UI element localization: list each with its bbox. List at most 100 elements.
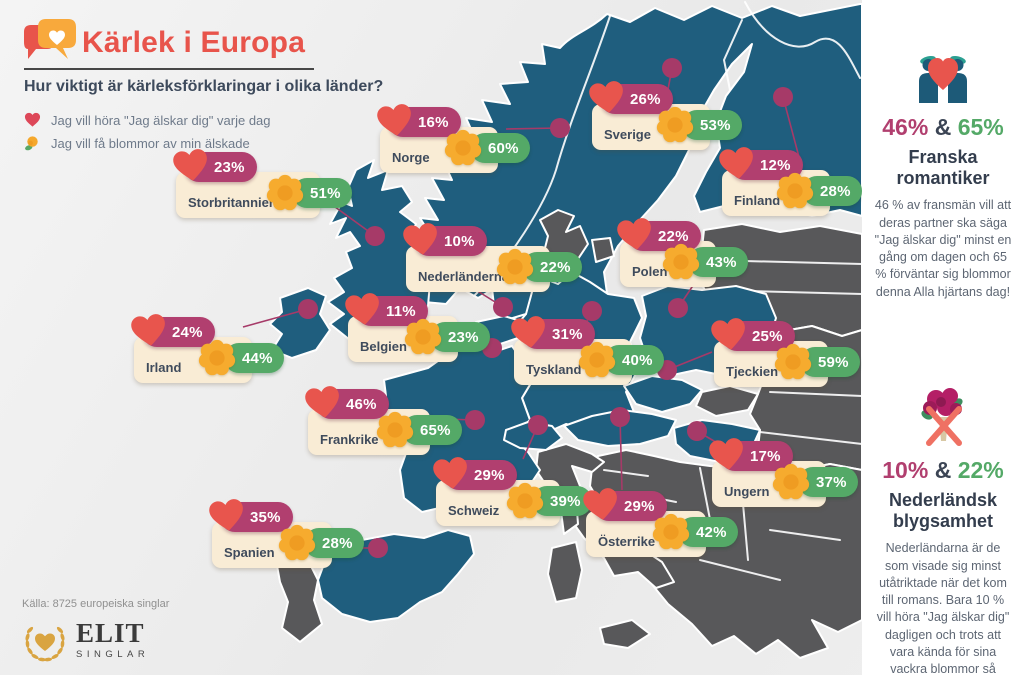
legend-row-flower: Jag vill få blommor av min älskade xyxy=(24,135,442,151)
flower-percentage-group: 37% xyxy=(770,461,858,503)
stat-heart: 10% xyxy=(882,456,929,483)
country-name: Sverige xyxy=(604,127,651,142)
heart-icon xyxy=(173,149,207,181)
couple-heart-icon xyxy=(919,56,967,103)
legend-label: Jag vill få blommor av min älskade xyxy=(51,135,250,151)
heart-icon xyxy=(209,499,243,531)
flower-icon xyxy=(404,318,442,355)
section-heading: Franska romantiker xyxy=(896,147,990,188)
flower-percentage: 40% xyxy=(622,351,653,369)
section-body: 46 % av fransmän vill att deras partner … xyxy=(874,198,1012,299)
country-name: Storbritannien xyxy=(188,195,277,210)
flower-percentage-group: 60% xyxy=(442,127,530,169)
country-card-sverige: Sverige 26% 53% xyxy=(584,81,784,152)
flower-percentage-group: 23% xyxy=(402,316,490,358)
flower-percentage: 23% xyxy=(448,328,479,346)
country-card-storbritannien: Storbritannien 23% 5 xyxy=(168,149,368,220)
flower-percentage-group: 43% xyxy=(660,241,748,283)
heart-percentage: 24% xyxy=(172,323,203,341)
flower-percentage-group: 28% xyxy=(276,522,364,564)
flower-icon xyxy=(278,524,316,561)
flower-icon xyxy=(774,343,812,380)
stat-ampersand: & xyxy=(934,114,952,140)
country-card-spanien: Spanien 35% 28% xyxy=(204,499,404,570)
heart-icon xyxy=(305,386,339,418)
flower-icon xyxy=(772,463,810,500)
flower-percentage: 65% xyxy=(420,421,451,439)
heart-percentage: 23% xyxy=(214,158,245,176)
heart-icon xyxy=(711,318,745,350)
stat-ampersand: & xyxy=(934,456,952,483)
country-name: Belgien xyxy=(360,339,407,354)
chat-bubbles-heart-icon xyxy=(24,19,76,59)
flower-icon xyxy=(578,341,616,378)
country-name: Schweiz xyxy=(448,503,500,518)
stat-flower: 22% xyxy=(957,456,1004,483)
elit-singlar-logo: ELIT SINGLAR xyxy=(22,618,169,662)
country-card-irland: Irland 24% 44% xyxy=(126,314,326,385)
page-title: Kärlek i Europa xyxy=(82,26,306,59)
header: Kärlek i Europa Hur viktigt är kärleksfö… xyxy=(22,18,442,151)
logo-subname: SINGLAR xyxy=(76,649,150,660)
flower-percentage-group: 22% xyxy=(494,246,582,288)
laurel-heart-icon xyxy=(25,626,65,662)
flower-percentage: 60% xyxy=(488,139,519,157)
flower-percentage-group: 44% xyxy=(196,337,284,379)
heart-icon xyxy=(511,316,545,348)
flower-icon xyxy=(25,136,38,151)
flower-icon xyxy=(198,339,236,376)
heart-icon xyxy=(433,457,467,489)
heart-icon xyxy=(617,218,651,250)
stats-line: 10% & 22% xyxy=(882,457,1004,484)
country-name: Tjeckien xyxy=(726,364,779,379)
flower-percentage: 44% xyxy=(242,349,273,367)
heart-icon xyxy=(131,314,165,346)
heart-percentage: 46% xyxy=(346,395,377,413)
sidebar-section-france: 46% & 65% Franska romantiker 46 % av fra… xyxy=(862,50,1024,301)
sidebar-section-netherlands: 10% & 22% Nederländsk blygsamhet Nederlä… xyxy=(862,385,1024,675)
flower-percentage: 51% xyxy=(310,184,341,202)
flower-icon xyxy=(376,411,414,448)
heart-percentage-pill: 10% xyxy=(403,223,487,256)
country-name: Österrike xyxy=(598,534,656,549)
heart-icon xyxy=(345,293,379,325)
flower-percentage: 42% xyxy=(696,523,727,541)
sidebar: 46% & 65% Franska romantiker 46 % av fra… xyxy=(862,0,1024,675)
flower-percentage-group: 42% xyxy=(650,511,738,553)
flower-percentage: 37% xyxy=(816,473,847,491)
flower-icon xyxy=(776,172,814,209)
heart-icon xyxy=(24,112,41,127)
flower-percentage-group: 28% xyxy=(774,170,862,212)
country-card-tyskland: Tyskland 31% 40% xyxy=(506,316,706,387)
flower-percentage: 22% xyxy=(540,258,571,276)
flower-percentage: 28% xyxy=(322,534,353,552)
section-body: Nederländarna är de som visade sig minst… xyxy=(876,541,1010,675)
flower-percentage-group: 51% xyxy=(264,172,352,214)
flower-percentage: 53% xyxy=(700,116,731,134)
flower-icon xyxy=(496,248,534,285)
country-card-nederländerna: Nederländerna 10% 22 xyxy=(398,223,598,294)
heart-icon xyxy=(583,488,617,520)
heart-percentage-pill: 24% xyxy=(131,314,215,347)
section-heading: Nederländsk blygsamhet xyxy=(888,489,998,531)
flower-icon xyxy=(506,482,544,519)
subtitle: Hur viktigt är kärleksförklaringar i oli… xyxy=(24,78,384,95)
flower-percentage: 43% xyxy=(706,253,737,271)
title-underline xyxy=(24,68,314,70)
flower-percentage: 59% xyxy=(818,353,849,371)
country-name: Frankrike xyxy=(320,432,379,447)
flower-icon xyxy=(444,129,482,166)
flower-percentage-group: 53% xyxy=(654,104,742,146)
logo-name: ELIT xyxy=(76,618,145,648)
country-name: Tyskland xyxy=(526,362,582,377)
flower-percentage-group: 65% xyxy=(374,409,462,451)
country-card-frankrike: Frankrike 46% 65% xyxy=(300,386,500,457)
heart-icon xyxy=(589,81,623,113)
country-name: Ungern xyxy=(724,484,770,499)
crossed-bouquet-icon xyxy=(921,387,963,446)
heart-icon xyxy=(719,147,753,179)
legend-row-heart: Jag vill höra "Jag älskar dig" varje dag xyxy=(24,112,442,128)
source-note: Källa: 8725 europeiska singlar xyxy=(22,598,170,610)
heart-percentage: 35% xyxy=(250,508,281,526)
